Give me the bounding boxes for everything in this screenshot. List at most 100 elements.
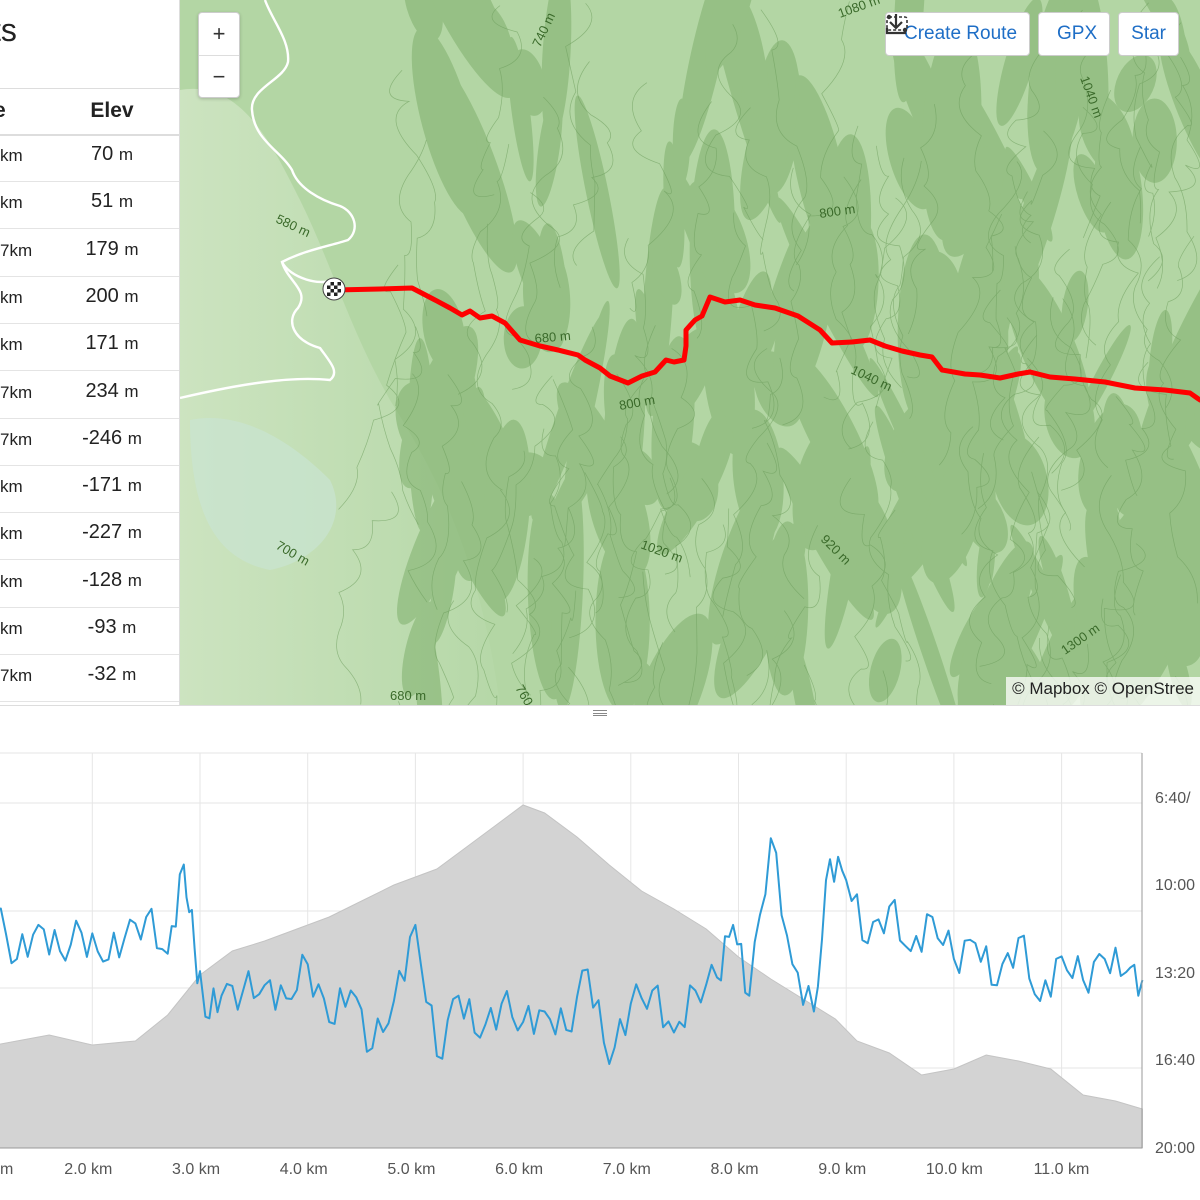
contour-line: [687, 101, 717, 339]
ridge-shade: [893, 544, 967, 705]
contour-line: [771, 610, 795, 705]
x-tick-label: 11.0 km: [1034, 1161, 1090, 1178]
contour-line: [1014, 130, 1058, 355]
create-route-button[interactable]: Create Route: [885, 12, 1031, 56]
contour-line: [990, 191, 1035, 441]
ridge-shade: [900, 283, 1008, 489]
ridge-shade: [752, 227, 803, 383]
ridge-shade: [667, 161, 739, 325]
y-tick-label: 20:00: [1155, 1140, 1195, 1157]
y-tick-label: 13:20: [1155, 965, 1195, 982]
zoom-out-button[interactable]: −: [212, 64, 226, 89]
contour-line: [735, 107, 781, 332]
contour-line: [803, 664, 817, 705]
contour-line: [841, 197, 907, 450]
x-tick-label: 10.0 km: [926, 1161, 983, 1178]
split-distance: km: [0, 619, 23, 638]
start-marker[interactable]: [322, 277, 346, 301]
x-tick-label: 4.0 km: [280, 1161, 328, 1178]
contour-line: [907, 103, 939, 335]
split-row[interactable]: 7km -246 m: [0, 419, 179, 466]
ridge-shade: [429, 541, 457, 644]
split-distance: km: [0, 571, 23, 591]
contour-line: [972, 161, 1023, 375]
split-elevation-unit: m: [127, 570, 142, 590]
y-tick-label: 10:00: [1155, 877, 1195, 894]
elevation-column-header[interactable]: Elev: [90, 99, 134, 122]
map-view[interactable]: 1080 m 740 m 1040 m 580 m 800 m 680 m 1040 m 80…: [180, 0, 1200, 705]
contour-line: [584, 472, 616, 705]
panel-resize-handle[interactable]: [0, 705, 1200, 719]
split-row[interactable]: km -227 m: [0, 513, 179, 561]
contour-line: [660, 348, 695, 578]
x-tick-label: 5.0 km: [387, 1161, 435, 1178]
y-tick-label: 6:40/: [1155, 790, 1191, 807]
ridge-shade: [417, 358, 476, 420]
split-row[interactable]: km 171 m: [0, 324, 179, 372]
distance-column-header[interactable]: e: [0, 96, 34, 134]
split-row[interactable]: km -93 m: [0, 608, 179, 655]
contour-line: [875, 160, 922, 408]
split-elevation-unit: m: [124, 334, 139, 354]
ridge-shade: [619, 447, 661, 506]
split-row[interactable]: km -171 m: [0, 466, 179, 514]
elevation-pace-chart[interactable]: km 2.0 km 3.0 km 4.0 km 5.0 km 6.0 km 7.0 km 8.…: [0, 720, 1200, 1200]
contour-line: [477, 223, 503, 491]
contour-line: [539, 590, 577, 705]
gpx-download-button[interactable]: GPX: [885, 12, 1111, 56]
split-distance: km: [0, 524, 23, 544]
split-elevation: -171 m: [62, 474, 162, 497]
split-row[interactable]: km 51 m: [0, 182, 179, 230]
split-elevation: 234 m: [62, 380, 162, 403]
x-tick-label: 9.0 km: [818, 1161, 866, 1178]
zoom-in-button[interactable]: +: [212, 21, 226, 46]
ridge-shade: [705, 0, 758, 74]
contour-line: [512, 428, 565, 654]
elevation-area[interactable]: [0, 804, 1143, 1149]
contour-line: [504, 450, 540, 696]
ridge-shade: [921, 21, 982, 241]
contour-label: 800 m: [818, 201, 856, 221]
contour-line: [402, 373, 437, 603]
split-elevation: 70 m: [62, 143, 162, 166]
contour-line: [515, 558, 543, 705]
split-row[interactable]: km 200 m: [0, 277, 179, 324]
ridge-shade: [868, 638, 902, 703]
pace-line[interactable]: [0, 837, 1144, 1065]
grip-icon[interactable]: [593, 710, 607, 716]
route-line[interactable]: [332, 285, 1200, 403]
ridge-shade: [535, 87, 563, 207]
split-row[interactable]: 7km 234 m: [0, 372, 179, 419]
ridge-shade: [996, 0, 1043, 126]
contour-line: [525, 96, 564, 345]
ridge-shade: [640, 662, 665, 705]
contour-line: [1046, 626, 1072, 705]
split-distance: 7km: [0, 240, 33, 260]
ridge-shade: [556, 382, 633, 507]
contour-line: [830, 179, 870, 450]
ridge-shade: [773, 215, 837, 407]
lowland-water-tint: [190, 418, 337, 570]
contour-lines: [336, 1, 1200, 705]
split-row[interactable]: 7km 179 m: [0, 230, 179, 277]
contour-line: [1021, 358, 1076, 608]
ridge-shade: [1176, 263, 1200, 409]
contour-label: 680 m: [534, 328, 571, 346]
ridge-shade: [551, 471, 584, 705]
split-elevation-unit: m: [127, 428, 142, 448]
contour-line: [597, 378, 648, 599]
title-divider: [0, 88, 179, 89]
split-row[interactable]: km 70 m: [0, 135, 179, 182]
contour-line: [1076, 107, 1119, 346]
map-attribution[interactable]: © Mapbox © OpenStree: [1006, 677, 1200, 705]
ridge-shade: [785, 351, 879, 515]
ridge-shade: [411, 27, 482, 217]
contour-label: 800 m: [618, 392, 656, 413]
ridge-shade: [512, 220, 564, 324]
split-row[interactable]: km -128 m: [0, 561, 179, 608]
x-tick-label: km: [0, 1161, 13, 1178]
contour-line: [782, 167, 812, 426]
start-button[interactable]: Star: [1118, 12, 1179, 56]
split-row[interactable]: 7km -32 m: [0, 655, 179, 703]
